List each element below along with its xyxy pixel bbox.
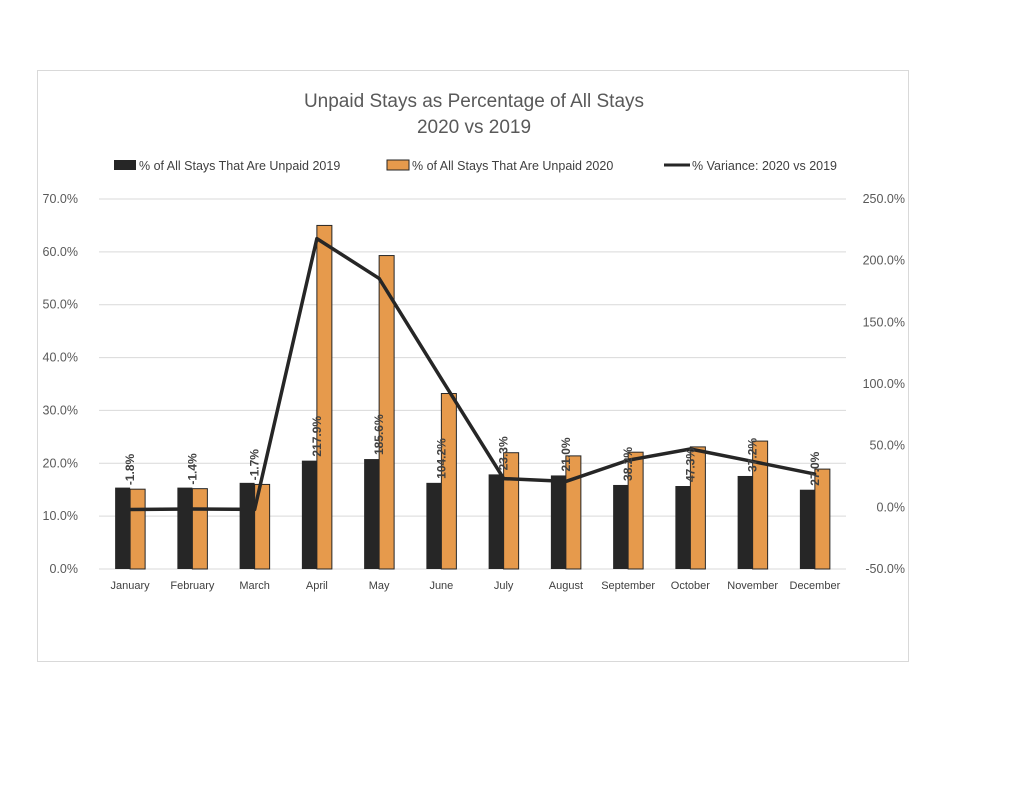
bars (115, 224, 831, 570)
category-label: June (429, 580, 453, 592)
right-tick-label: 0.0% (877, 500, 906, 514)
legend-swatch-2020 (386, 159, 410, 171)
variance-point (315, 237, 319, 241)
right-tick-label: 100.0% (863, 377, 905, 391)
left-tick-label: 40.0% (43, 351, 78, 365)
variance-data-label: 47.3% (683, 448, 697, 482)
bar-2019 (364, 459, 380, 569)
legend-label-variance: % Variance: 2020 vs 2019 (692, 159, 837, 173)
bar-2019 (239, 482, 255, 569)
left-tick-label: 10.0% (43, 509, 78, 523)
left-tick-label: 70.0% (43, 192, 78, 206)
category-label: October (671, 580, 710, 592)
bar-2020 (440, 393, 457, 570)
bar-2019 (115, 487, 131, 569)
left-tick-label: 30.0% (43, 403, 78, 417)
variance-point (253, 507, 257, 511)
bar-2019 (737, 475, 753, 569)
bar-2019 (177, 487, 193, 569)
variance-data-label: 27.0% (808, 451, 822, 485)
bar-2020 (814, 468, 831, 570)
bar-2020 (191, 488, 208, 570)
combo-chart: Unpaid Stays as Percentage of All Stays … (43, 91, 905, 592)
bar-2020 (378, 255, 395, 570)
variance-data-label: 217.9% (310, 416, 324, 457)
legend-label-2020: % of All Stays That Are Unpaid 2020 (412, 159, 613, 173)
variance-point (751, 459, 755, 463)
category-label: September (601, 580, 655, 592)
left-tick-label: 50.0% (43, 298, 78, 312)
bar-2019 (301, 460, 317, 569)
bar-2020 (689, 446, 706, 570)
bar-2019 (488, 474, 504, 569)
variance-data-label: 38.2% (621, 447, 635, 481)
variance-data-label: -1.7% (248, 449, 262, 481)
variance-point (688, 447, 692, 451)
bar-2019 (426, 482, 442, 569)
chart-frame: Unpaid Stays as Percentage of All Stays … (37, 70, 909, 662)
variance-point (502, 477, 506, 481)
variance-point (128, 508, 132, 512)
variance-data-label: 104.2% (434, 438, 448, 479)
left-axis: 0.0% 10.0% 20.0% 30.0% 40.0% 50.0% 60.0% 70.0% (43, 192, 78, 576)
variance-data-label: 23.3% (497, 436, 511, 470)
variance-polyline (130, 236, 816, 512)
bar-2019 (799, 489, 815, 569)
chart-subtitle: 2020 vs 2019 (417, 117, 531, 138)
right-tick-label: 250.0% (863, 192, 905, 206)
category-label: December (790, 580, 841, 592)
variance-data-label: 37.2% (746, 438, 760, 472)
left-tick-label: 60.0% (43, 245, 78, 259)
chart-title: Unpaid Stays as Percentage of All Stays (304, 91, 644, 112)
bar-2019 (550, 475, 566, 569)
bar-2020 (129, 488, 146, 570)
variance-data-label: -1.8% (123, 454, 137, 486)
category-label: January (111, 580, 151, 592)
bar-2019 (675, 486, 691, 569)
right-tick-label: 150.0% (863, 315, 905, 329)
right-axis: -50.0% 0.0% 50.0% 100.0% 150.0% 200.0% 250.0% (863, 192, 905, 576)
bar-2019 (613, 484, 629, 569)
gridlines (99, 198, 846, 570)
category-axis: January February March April May June July Augu… (111, 580, 841, 592)
category-label: May (369, 580, 390, 592)
legend-swatch-2019 (114, 160, 136, 170)
bar-2020 (565, 455, 582, 570)
legend-label-2019: % of All Stays That Are Unpaid 2019 (139, 159, 340, 173)
bar-2020 (752, 440, 769, 570)
bar-2020 (627, 451, 644, 570)
variance-point (439, 377, 443, 381)
legend: % of All Stays That Are Unpaid 2019 % of… (114, 159, 837, 173)
variance-data-label: 185.6% (372, 414, 386, 455)
data-labels: -1.8% -1.4% -1.7% 217.9% 185.6% 104.2% 23.3% 21… (123, 414, 822, 486)
bar-2020 (503, 452, 520, 570)
variance-point (564, 479, 568, 483)
variance-data-label: -1.4% (185, 453, 199, 485)
left-tick-label: 0.0% (50, 562, 79, 576)
right-tick-label: 50.0% (870, 439, 905, 453)
variance-data-label: 21.0% (559, 437, 573, 471)
category-label: July (494, 580, 514, 592)
category-label: August (549, 580, 583, 592)
variance-line (128, 236, 817, 512)
variance-point (813, 472, 817, 476)
variance-point (626, 458, 630, 462)
variance-point (190, 507, 194, 511)
category-label: March (239, 580, 270, 592)
right-tick-label: -50.0% (865, 562, 905, 576)
category-label: April (306, 580, 328, 592)
bar-2020 (316, 224, 333, 570)
variance-point (377, 276, 381, 280)
right-tick-label: 200.0% (863, 254, 905, 268)
left-tick-label: 20.0% (43, 456, 78, 470)
category-label: November (727, 580, 778, 592)
category-label: February (170, 580, 215, 592)
